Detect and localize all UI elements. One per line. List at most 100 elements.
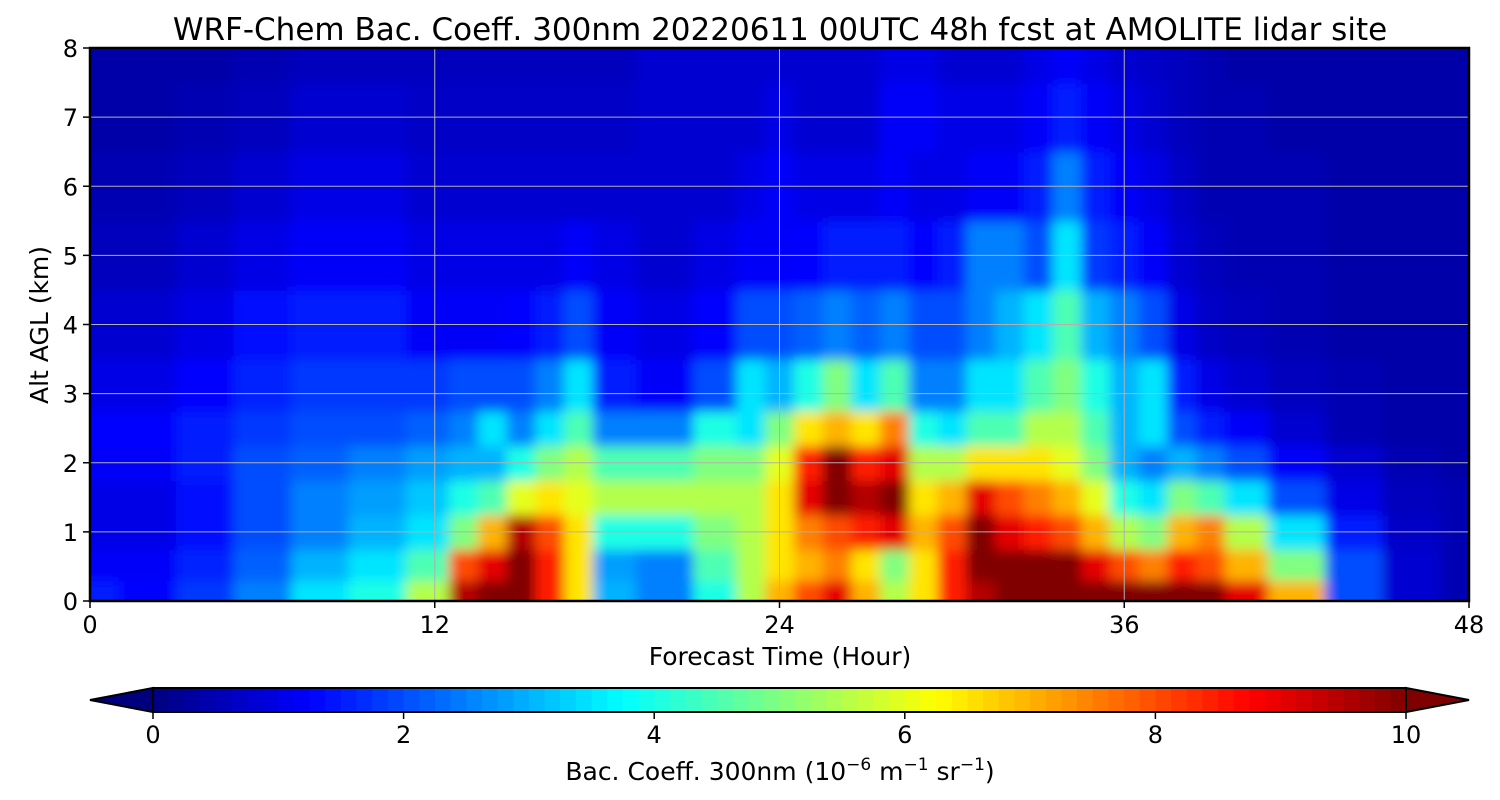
y-axis-label: Alt AGL (km) [25, 246, 54, 404]
heatmap-cell [1081, 480, 1111, 516]
x-axis-label: Forecast Time (Hour) [649, 642, 912, 671]
heatmap-cell [564, 480, 594, 516]
heatmap-cell [793, 410, 824, 447]
colorbar-segment [1108, 688, 1125, 712]
colorbar-segment [936, 688, 953, 712]
heatmap-cell [908, 549, 939, 582]
heatmap-cell [1138, 580, 1169, 601]
heatmap-cell [1081, 359, 1111, 412]
y-tick-label: 3 [63, 381, 78, 409]
colorbar-segment [842, 688, 859, 712]
heatmap-cell [535, 48, 565, 84]
heatmap-cell [1023, 48, 1054, 84]
colorbar-segment [1171, 688, 1188, 712]
heatmap-cell [1023, 580, 1054, 601]
colorbar-segment [560, 688, 577, 712]
heatmap-cell [995, 48, 1025, 84]
heatmap-cell [693, 580, 738, 601]
heatmap-cell [90, 410, 120, 447]
colorbar-segment [607, 688, 624, 712]
heatmap-cell [1052, 580, 1082, 601]
heatmap-cell [90, 480, 120, 516]
heatmap-cell [1267, 48, 1327, 84]
colorbar-segment [372, 688, 389, 712]
heatmap-cell [1023, 549, 1054, 582]
heatmap-cell [535, 410, 565, 447]
heatmap-cell [736, 480, 766, 516]
heatmap-cell [1052, 410, 1082, 447]
colorbar-segment [622, 688, 640, 712]
heatmap-cell [348, 480, 407, 516]
heatmap-cell [851, 549, 881, 582]
colorbar-segment [544, 688, 561, 712]
heatmap-cell [1052, 48, 1082, 84]
heatmap-cell [1138, 48, 1169, 84]
heatmap-cell [1138, 410, 1169, 447]
colorbar-frame [152, 687, 1407, 713]
heatmap-cell [449, 48, 479, 84]
heatmap-cell [1440, 580, 1469, 601]
heatmap-cell [118, 410, 177, 447]
colorbar-segment [669, 688, 687, 712]
heatmap-cell [1267, 410, 1327, 447]
colorbar-segment [387, 688, 405, 712]
heatmap-cell [449, 480, 479, 516]
heatmap-cell [90, 580, 120, 601]
x-tick-label: 48 [1454, 611, 1485, 639]
heatmap-cell [1167, 48, 1197, 84]
heatmap-cell [937, 549, 967, 582]
heatmap-cell [449, 410, 479, 447]
heatmap-cell [937, 410, 967, 447]
heatmap-cell [736, 410, 766, 447]
colorbar-segment [1265, 688, 1282, 712]
y-tick-label: 2 [63, 450, 78, 478]
heatmap-cell [1138, 549, 1169, 582]
colorbar-segment [199, 688, 217, 712]
heatmap-cell [348, 48, 407, 84]
heatmap-cell [118, 580, 177, 601]
heatmap-cell [908, 580, 939, 601]
heatmap-cell [1081, 410, 1111, 447]
heatmap-cell [1382, 549, 1442, 582]
heatmap-cell [822, 480, 853, 516]
heatmap-cell [880, 359, 910, 412]
heatmap-cell [937, 480, 967, 516]
heatmap-cell [348, 580, 407, 601]
colorbar-segment [309, 688, 326, 712]
y-tick-label: 7 [63, 104, 78, 132]
heatmap-cell [1081, 549, 1111, 582]
heatmap-cell [90, 359, 120, 412]
heatmap-cell [564, 48, 594, 84]
colorbar-segment [1092, 688, 1110, 712]
y-tick-label: 1 [63, 519, 78, 547]
heatmap-cell [736, 580, 766, 601]
heatmap-cell [793, 48, 824, 84]
colorbar-segment [215, 688, 232, 712]
heatmap-cell [233, 549, 292, 582]
heatmap-cell [793, 549, 824, 582]
colorbar-segment [904, 688, 922, 712]
colorbar-segment [889, 688, 906, 712]
heatmap-cell [1267, 480, 1327, 516]
colorbar-segment [967, 688, 984, 712]
heatmap-cell [736, 48, 766, 84]
heatmap-cell [1224, 359, 1269, 412]
heatmap-cell [635, 480, 695, 516]
colorbar-segment [1374, 688, 1391, 712]
colorbar-segment [325, 688, 342, 712]
heatmap-cell [592, 480, 637, 516]
heatmap-cell [851, 580, 881, 601]
colorbar-segment [1296, 688, 1313, 712]
heatmap-cell [793, 580, 824, 601]
colorbar-segment [810, 688, 828, 712]
heatmap-cell [1167, 359, 1197, 412]
colorbar-segment [293, 688, 311, 712]
heatmap-cell [233, 48, 292, 84]
colorbar-extend-low [89, 686, 154, 714]
colorbar-segment [231, 688, 248, 712]
heatmap-cell [995, 410, 1025, 447]
heatmap-cell [693, 549, 738, 582]
heatmap-cell [1167, 410, 1197, 447]
heatmap-cell [233, 410, 292, 447]
heatmap-cell [880, 480, 910, 516]
